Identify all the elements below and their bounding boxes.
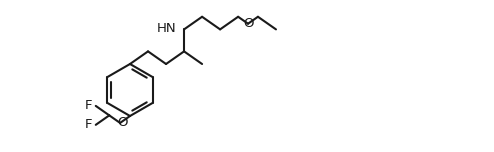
Text: F: F	[85, 118, 92, 131]
Text: HN: HN	[157, 22, 176, 35]
Text: O: O	[117, 116, 127, 130]
Text: F: F	[85, 99, 92, 112]
Text: O: O	[243, 17, 253, 30]
